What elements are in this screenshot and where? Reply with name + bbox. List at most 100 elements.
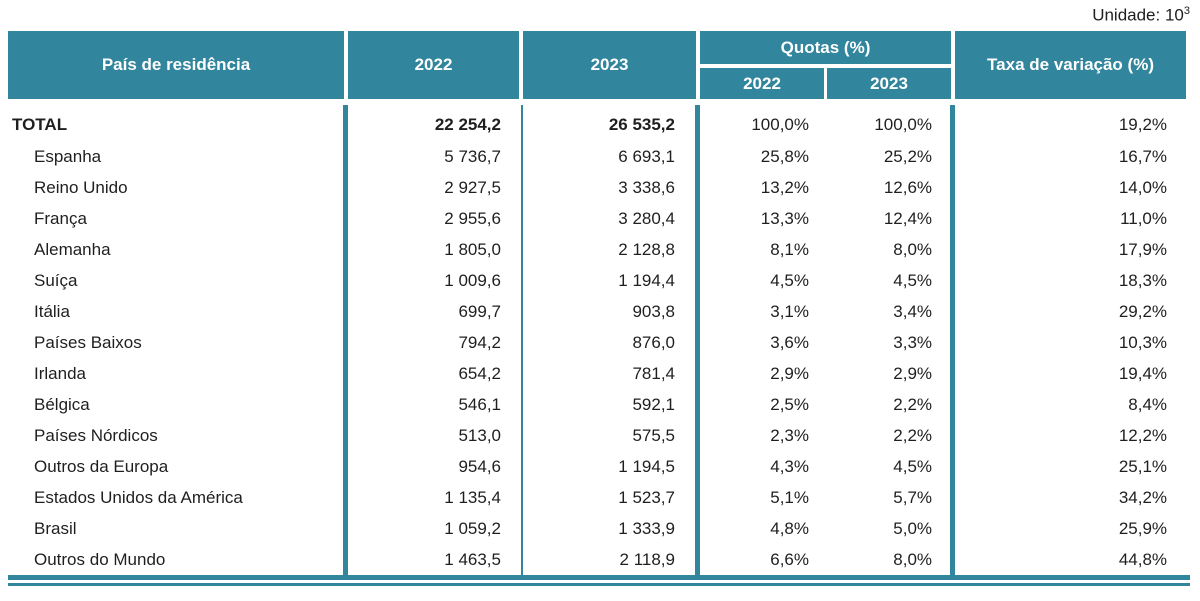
value-2023-cell: 781,4 (523, 358, 700, 389)
quota-2022-cell: 4,8% (770, 518, 809, 538)
country-cell: Outros da Europa (8, 451, 348, 482)
value-2023-cell: 2 128,8 (523, 234, 700, 265)
table-row: Espanha 5 736,7 6 693,1 25,8% 25,2% 16,7… (8, 141, 1190, 172)
table-row: Suíça 1 009,6 1 194,4 4,5% 4,5% 18,3% (8, 265, 1190, 296)
value-2022-cell: 546,1 (348, 389, 523, 420)
quota-2023-cell: 4,5% (827, 451, 956, 482)
unit-exponent: 3 (1183, 5, 1190, 17)
variation-cell: 18,3% (1118, 270, 1168, 290)
quota-2023-cell: 4,5% (827, 265, 956, 296)
variation-cell: 11,0% (1120, 208, 1168, 228)
value-2022-cell: 1 059,2 (348, 513, 523, 544)
value-2022-cell: 1 463,5 (348, 544, 523, 575)
header-country: País de residência (8, 31, 348, 99)
table-row: TOTAL 22 254,2 26 535,2 100,0% 100,0% 19… (8, 105, 1190, 141)
table-row: Países Baixos 794,2 876,0 3,6% 3,3% 10,3… (8, 327, 1190, 358)
value-2023-cell: 592,1 (523, 389, 700, 420)
variation-cell: 34,2% (1118, 487, 1168, 507)
quota-2022-cell: 13,3% (760, 208, 809, 228)
variation-cell: 17,9% (1118, 239, 1168, 259)
country-cell: Espanha (8, 141, 348, 172)
value-2022-cell: 2 955,6 (348, 203, 523, 234)
variation-cell: 25,9% (1118, 518, 1168, 538)
quota-2022-cell: 4,3% (770, 456, 809, 476)
unit-label: Unidade: 103 (0, 0, 1190, 31)
header-2022: 2022 (348, 31, 523, 99)
value-2022-cell: 22 254,2 (348, 105, 523, 141)
table-row: Outros do Mundo 1 463,5 2 118,9 6,6% 8,0… (8, 544, 1190, 575)
quota-2022-cell: 3,1% (770, 301, 809, 321)
bottom-rule-thin (8, 583, 1191, 586)
quota-2023-cell: 2,9% (827, 358, 956, 389)
value-2023-cell: 3 280,4 (523, 203, 700, 234)
value-2022-cell: 654,2 (348, 358, 523, 389)
variation-cell: 16,7% (1118, 146, 1168, 166)
table-body: TOTAL 22 254,2 26 535,2 100,0% 100,0% 19… (8, 99, 1190, 575)
quota-2022-cell: 100,0% (751, 115, 809, 134)
value-2022-cell: 1 009,6 (348, 265, 523, 296)
value-2022-cell: 513,0 (348, 420, 523, 451)
country-cell: Outros do Mundo (8, 544, 348, 575)
header-2023: 2023 (523, 31, 700, 99)
quota-2022-cell: 4,5% (770, 270, 809, 290)
value-2023-cell: 26 535,2 (523, 105, 700, 141)
value-2022-cell: 2 927,5 (348, 172, 523, 203)
value-2022-cell: 1 135,4 (348, 482, 523, 513)
value-2022-cell: 954,6 (348, 451, 523, 482)
value-2022-cell: 699,7 (348, 296, 523, 327)
country-cell: Países Nórdicos (8, 420, 348, 451)
country-cell: Suíça (8, 265, 348, 296)
table-row: Bélgica 546,1 592,1 2,5% 2,2% 8,4% (8, 389, 1190, 420)
value-2023-cell: 2 118,9 (523, 544, 700, 575)
table-row: Outros da Europa 954,6 1 194,5 4,3% 4,5%… (8, 451, 1190, 482)
quota-2023-cell: 12,6% (827, 172, 956, 203)
value-2023-cell: 1 194,5 (523, 451, 700, 482)
variation-cell: 19,4% (1118, 363, 1168, 383)
bottom-rule-thick (8, 575, 1191, 580)
quota-2023-cell: 12,4% (827, 203, 956, 234)
value-2023-cell: 876,0 (523, 327, 700, 358)
value-2022-cell: 5 736,7 (348, 141, 523, 172)
value-2022-cell: 1 805,0 (348, 234, 523, 265)
value-2023-cell: 1 523,7 (523, 482, 700, 513)
variation-cell: 44,8% (1118, 549, 1168, 569)
country-cell: TOTAL (8, 105, 348, 141)
header-quotas-group: Quotas (%) (700, 31, 956, 68)
residence-table: País de residência 2022 2023 Quotas (%) … (8, 31, 1191, 586)
variation-cell: 8,4% (1128, 394, 1168, 414)
header-variation: Taxa de variação (%) (955, 31, 1191, 99)
quota-2022-cell: 25,8% (760, 146, 809, 166)
country-cell: Estados Unidos da América (8, 482, 348, 513)
table-row: Brasil 1 059,2 1 333,9 4,8% 5,0% 25,9% (8, 513, 1190, 544)
country-cell: Irlanda (8, 358, 348, 389)
header-quotas-2022: 2022 (700, 68, 827, 99)
country-cell: Países Baixos (8, 327, 348, 358)
country-cell: Brasil (8, 513, 348, 544)
quota-2022-cell: 5,1% (770, 487, 809, 507)
quota-2022-cell: 2,9% (770, 363, 809, 383)
quota-2023-cell: 3,4% (827, 296, 956, 327)
bottom-rule-gap (8, 580, 1191, 583)
variation-cell: 10,3% (1118, 332, 1168, 352)
country-cell: França (8, 203, 348, 234)
table-row: Estados Unidos da América 1 135,4 1 523,… (8, 482, 1190, 513)
table-header: País de residência 2022 2023 Quotas (%) … (8, 31, 1191, 99)
country-cell: Itália (8, 296, 348, 327)
quota-2023-cell: 3,3% (827, 327, 956, 358)
quota-2022-cell: 3,6% (770, 332, 809, 352)
variation-cell: 25,1% (1118, 456, 1168, 476)
value-2023-cell: 1 194,4 (523, 265, 700, 296)
variation-cell: 12,2% (1118, 425, 1168, 445)
variation-cell: 19,2% (1118, 115, 1168, 134)
unit-label-text: Unidade: 10 (1092, 5, 1184, 25)
table-row: Países Nórdicos 513,0 575,5 2,3% 2,2% 12… (8, 420, 1190, 451)
table-footer (8, 575, 1191, 586)
value-2023-cell: 903,8 (523, 296, 700, 327)
table-row: Itália 699,7 903,8 3,1% 3,4% 29,2% (8, 296, 1190, 327)
quota-2023-cell: 2,2% (827, 389, 956, 420)
quota-2022-cell: 2,5% (770, 394, 809, 414)
country-cell: Alemanha (8, 234, 348, 265)
table-row: França 2 955,6 3 280,4 13,3% 12,4% 11,0% (8, 203, 1190, 234)
quota-2023-cell: 5,0% (827, 513, 956, 544)
quota-2023-cell: 25,2% (827, 141, 956, 172)
